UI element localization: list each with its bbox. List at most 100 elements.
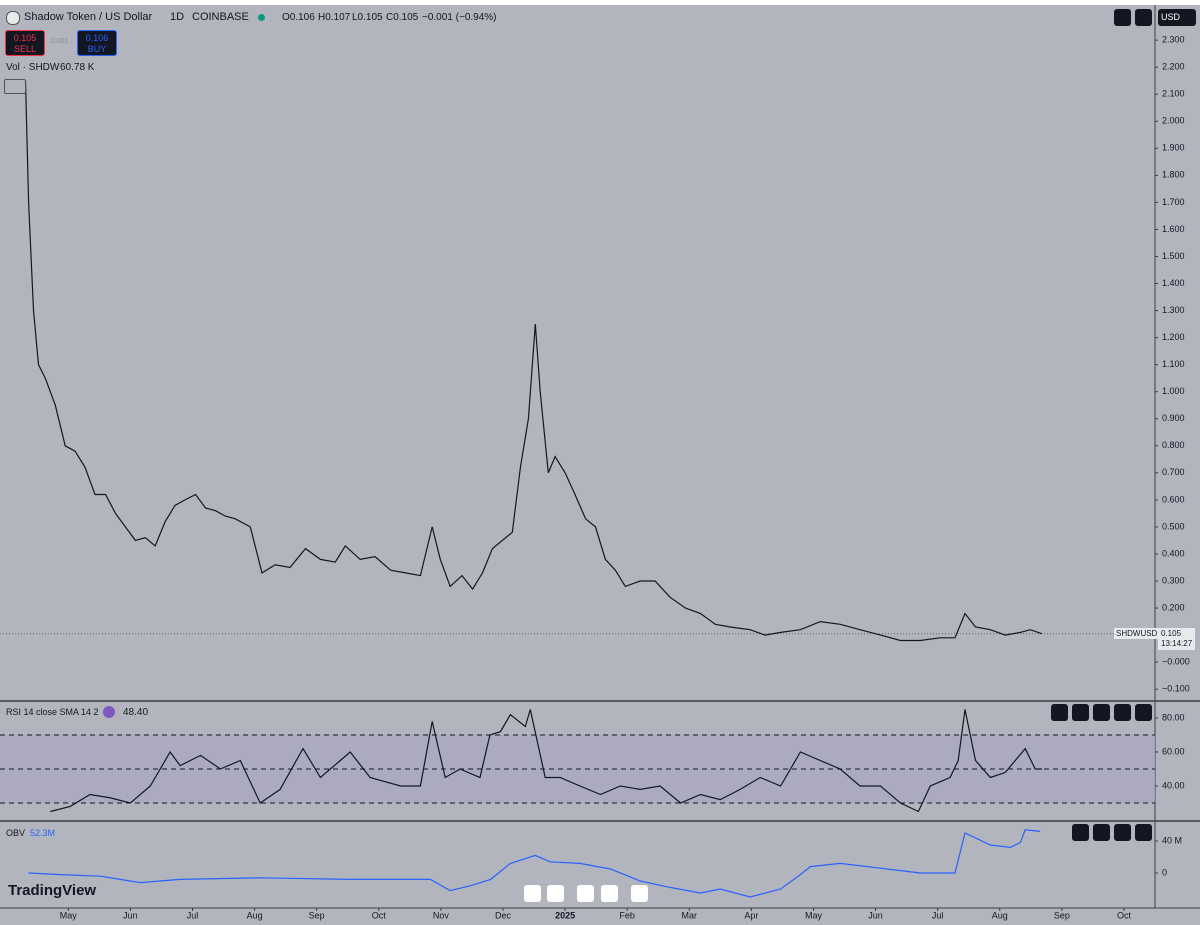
y-tick-label: 0.300 — [1162, 575, 1185, 585]
x-tick-label: May — [805, 910, 823, 920]
zoom-in-button[interactable] — [547, 885, 564, 902]
change: −0.001 (−0.94%) — [422, 12, 497, 23]
y-tick-label: 0.600 — [1162, 494, 1185, 504]
y-tick-label: 1.500 — [1162, 251, 1185, 261]
delete-button[interactable] — [1093, 704, 1110, 721]
sell-label: SELL — [13, 44, 37, 54]
volume-label: Vol · SHDW — [6, 62, 60, 73]
spread: 0.001 — [51, 38, 69, 45]
y-tick-label: 1.300 — [1162, 305, 1185, 315]
buy-button[interactable]: 0.106 BUY — [77, 30, 117, 56]
top-strip — [0, 0, 1200, 5]
delete-button[interactable] — [1093, 824, 1110, 841]
y-tick-label: 2.200 — [1162, 62, 1185, 72]
obv-title: OBV — [6, 828, 26, 838]
high: H0.107 — [318, 12, 351, 23]
last-price-symbol: SHDWUSD — [1114, 627, 1160, 639]
sell-price: 0.105 — [13, 33, 37, 43]
y-tick-label: 60.00 — [1162, 746, 1185, 756]
rsi-icon — [103, 706, 115, 718]
maximize-button[interactable] — [1114, 704, 1131, 721]
countdown: 13:14:27 — [1161, 638, 1193, 648]
y-tick-label: 1.400 — [1162, 278, 1185, 288]
y-tick-label: 0 — [1162, 867, 1167, 877]
move-up-button[interactable] — [1072, 824, 1089, 841]
x-tick-label: May — [60, 910, 78, 920]
collapse-button[interactable] — [4, 79, 26, 94]
symbol-name[interactable]: Shadow Token / US Dollar — [24, 11, 153, 23]
y-tick-label: 80.00 — [1162, 712, 1185, 722]
x-tick-label: Apr — [744, 910, 758, 920]
y-tick-label: 1.800 — [1162, 170, 1185, 180]
x-tick-label: Jun — [868, 910, 883, 920]
last-price-tag: 0.105 13:14:27 — [1158, 627, 1196, 650]
x-tick-label: Dec — [495, 910, 512, 920]
interval[interactable]: 1D — [170, 11, 185, 23]
y-tick-label: 0.500 — [1162, 521, 1185, 531]
y-tick-label: 1.600 — [1162, 224, 1185, 234]
x-tick-label: Sep — [1054, 910, 1070, 920]
exchange: COINBASE — [192, 11, 249, 23]
x-tick-label: Sep — [309, 910, 325, 920]
y-tick-label: 0.800 — [1162, 440, 1185, 450]
obv-value: 52.3M — [30, 828, 56, 838]
series-line — [24, 80, 1043, 642]
y-tick-label: 40 M — [1162, 835, 1182, 845]
close: C0.105 — [386, 12, 419, 23]
scroll-button[interactable] — [1114, 9, 1131, 26]
y-tick-label: 0.900 — [1162, 413, 1185, 423]
y-tick-label: 1.100 — [1162, 359, 1185, 369]
brand-logo: TradingView — [8, 882, 97, 899]
move-up-button[interactable] — [1051, 704, 1068, 721]
more-button[interactable] — [1135, 824, 1152, 841]
y-tick-label: 0.400 — [1162, 548, 1185, 558]
sell-button[interactable]: 0.105 SELL — [5, 30, 45, 56]
y-tick-label: 1.900 — [1162, 143, 1185, 153]
move-down-button[interactable] — [1072, 704, 1089, 721]
y-tick-label: 1.700 — [1162, 197, 1185, 207]
series-line — [28, 829, 1041, 898]
scroll-right-button[interactable] — [601, 885, 618, 902]
y-tick-label: 0.700 — [1162, 467, 1185, 477]
x-tick-label: Feb — [619, 910, 635, 920]
y-tick-label: 1.000 — [1162, 386, 1185, 396]
x-tick-label: Jul — [187, 910, 199, 920]
x-tick-label: Jun — [123, 910, 138, 920]
x-tick-label: 2025 — [555, 910, 575, 920]
x-tick-label: Oct — [372, 910, 387, 920]
volume-value: 60.78 K — [60, 62, 95, 73]
reset-button[interactable] — [631, 885, 648, 902]
x-tick-label: Aug — [247, 910, 263, 920]
open: O0.106 — [282, 12, 315, 23]
rsi-title: RSI 14 close SMA 14 2 — [6, 707, 99, 717]
y-tick-label: 1.200 — [1162, 332, 1185, 342]
symbol-logo — [6, 11, 20, 25]
market-status — [258, 14, 265, 21]
fullscreen-button[interactable] — [1135, 9, 1152, 26]
zoom-out-button[interactable] — [524, 885, 541, 902]
y-tick-label: −0.100 — [1162, 684, 1190, 694]
scroll-left-button[interactable] — [577, 885, 594, 902]
maximize-button[interactable] — [1114, 824, 1131, 841]
y-tick-label: 2.300 — [1162, 35, 1185, 45]
rsi-value: 48.40 — [123, 707, 149, 718]
series-line — [50, 709, 1042, 813]
last-price: 0.105 — [1161, 628, 1182, 638]
x-tick-label: Nov — [433, 910, 450, 920]
y-tick-label: 2.100 — [1162, 89, 1185, 99]
x-tick-label: Jul — [932, 910, 944, 920]
buy-price: 0.106 — [85, 33, 109, 43]
x-tick-label: Aug — [992, 910, 1008, 920]
y-tick-label: −0.000 — [1162, 657, 1190, 667]
x-tick-label: Oct — [1117, 910, 1132, 920]
y-tick-label: 2.000 — [1162, 116, 1185, 126]
buy-label: BUY — [87, 44, 107, 54]
y-tick-label: 0.200 — [1162, 602, 1185, 612]
currency-select[interactable]: USD — [1158, 9, 1196, 26]
low: L0.105 — [352, 12, 383, 23]
x-tick-label: Mar — [682, 910, 698, 920]
more-button[interactable] — [1135, 704, 1152, 721]
y-tick-label: 40.00 — [1162, 780, 1185, 790]
